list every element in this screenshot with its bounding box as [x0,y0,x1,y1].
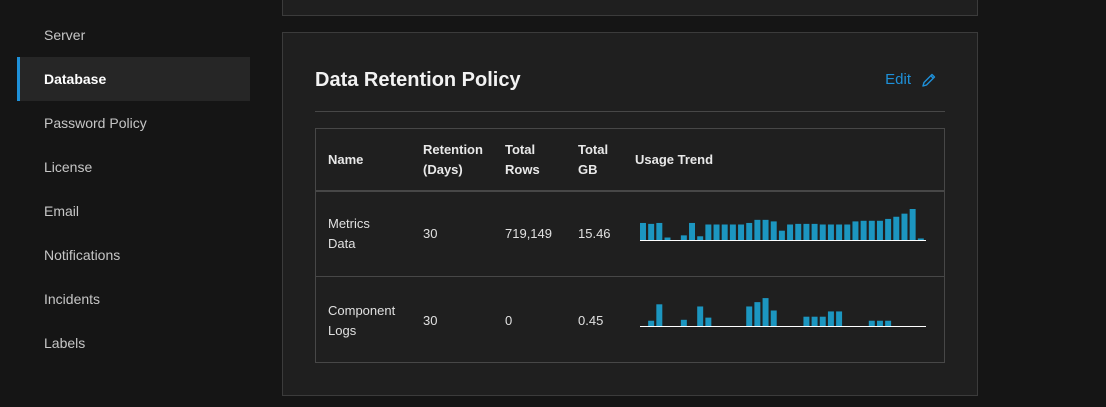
title-divider [315,111,945,112]
trend-bar [917,238,924,240]
row-total-rows: 719,149 [505,226,552,241]
sidebar-item-notifications[interactable]: Notifications [17,233,250,277]
trend-bar [680,235,687,240]
sidebar-item-label: Labels [44,335,86,351]
trend-bar [901,213,908,240]
trend-bar [787,224,794,240]
trend-bar [868,220,875,240]
sidebar-item-label: Password Policy [44,115,147,131]
trend-bar [876,220,883,240]
trend-bar [852,221,859,240]
trend-bar [811,316,818,326]
trend-bar [713,224,720,240]
row-total-rows: 0 [505,312,513,328]
trend-bar [819,224,826,240]
table-row: Component Logs 30 0 0.45 [316,278,944,363]
sidebar-item-password-policy[interactable]: Password Policy [17,101,250,145]
sidebar-item-database[interactable]: Database [17,57,250,101]
sidebar-item-label: Notifications [44,247,121,263]
data-retention-card: Data Retention Policy Edit Name Retentio… [282,32,978,396]
trend-bar [680,319,687,326]
trend-bar [754,219,761,240]
trend-bar [656,304,663,326]
row-total-gb: 15.46 [578,226,611,241]
trend-bar [811,223,818,240]
header-total-gb: Total GB [578,141,609,177]
row-name: Component Logs [328,302,396,338]
trend-bar [827,224,834,240]
trend-bar [754,302,761,326]
header-retention: Retention (Days) [423,141,483,177]
sidebar-item-incidents[interactable]: Incidents [17,277,250,321]
trend-bar [819,316,826,326]
retention-table: Name Retention (Days) Total Rows Total GB U… [315,128,945,363]
trend-bar [746,222,753,240]
trend-bar [893,216,900,240]
trend-bar [803,316,810,326]
sidebar-item-label: Database [44,71,107,87]
header-total-rows: Total Rows [505,141,540,177]
previous-settings-card [282,0,978,16]
trend-bar [648,223,655,240]
trend-bar [640,222,646,240]
card-title: Data Retention Policy [315,69,521,91]
trend-bar [827,311,834,326]
trend-bar [721,224,728,240]
header-usage-trend: Usage Trend [635,151,714,167]
row-total-gb: 0.45 [578,312,604,328]
trend-bar [876,320,883,326]
pencil-icon [921,72,937,88]
trend-bar [697,306,704,326]
trend-bar [656,222,663,240]
table-row: Metrics Data 30 719,149 15.46 [316,192,944,277]
trend-bar [836,224,843,240]
trend-bar [844,224,851,240]
settings-sidebar: Server Database Password Policy License … [0,0,250,407]
trend-bar [770,221,777,240]
trend-bar [885,218,892,240]
trend-bar [803,223,810,240]
trend-bar [762,298,769,326]
trend-bar [909,209,916,240]
trend-bar [762,219,769,240]
sidebar-item-label: Server [44,27,86,43]
trend-bar [746,306,753,326]
trend-bar [836,311,843,326]
trend-bar [705,224,712,240]
sidebar-item-label: License [44,159,93,175]
sidebar-item-label: Email [44,203,80,219]
edit-button[interactable]: Edit [885,71,937,88]
sidebar-item-email[interactable]: Email [17,189,250,233]
sidebar-item-server[interactable]: Server [17,13,250,57]
edit-label: Edit [885,71,911,88]
trend-bar [885,320,892,326]
trend-bar [729,224,736,240]
sidebar-item-labels[interactable]: Labels [17,321,250,365]
trend-bar [795,223,802,240]
trend-bar [770,310,777,326]
trend-bar [689,222,695,240]
trend-bar [778,230,785,240]
usage-trend-sparkline [640,209,926,241]
row-retention: 30 [423,312,438,328]
row-retention: 30 [423,226,438,241]
trend-bar [868,320,875,326]
sidebar-item-label: Incidents [44,291,101,307]
usage-trend-sparkline [640,298,926,327]
trend-bar [697,236,704,240]
table-header: Name Retention (Days) Total Rows Total GB U… [316,129,944,192]
trend-bar [738,224,745,240]
trend-bar [705,317,712,326]
trend-bar [664,237,671,240]
row-name: Metrics Data [328,216,370,251]
header-name: Name [328,151,364,167]
sidebar-item-license[interactable]: License [17,145,250,189]
trend-bar [860,220,867,240]
trend-bar [648,320,655,326]
